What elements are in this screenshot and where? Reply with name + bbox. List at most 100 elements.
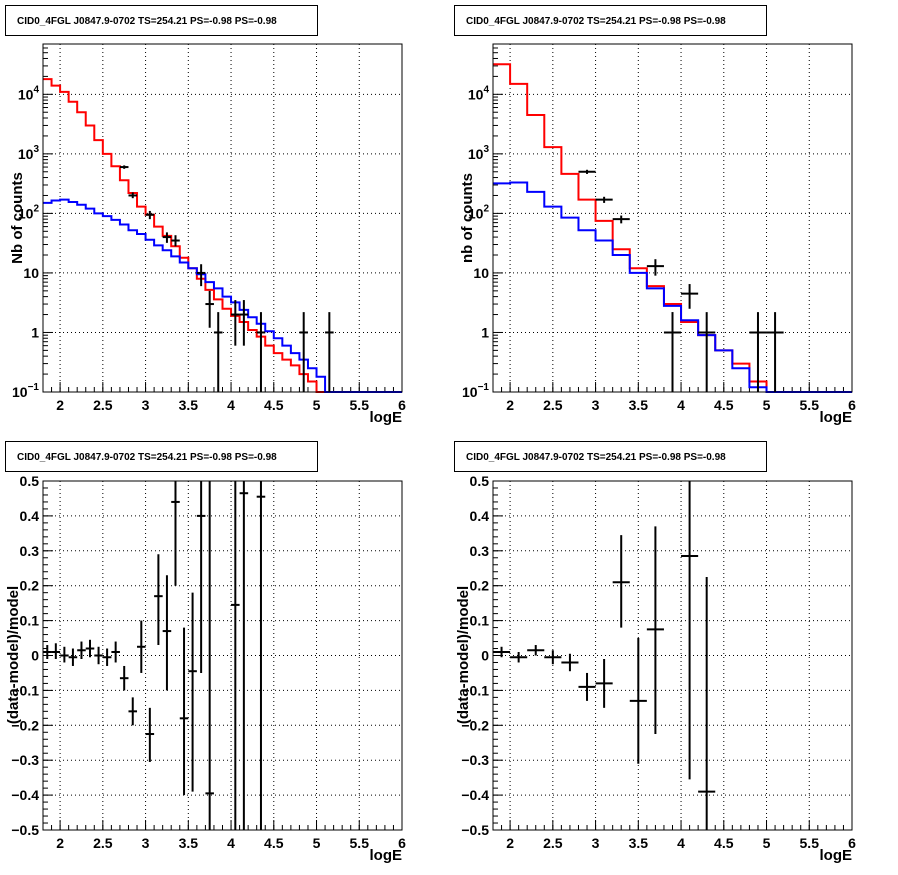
model-histogram-background	[43, 198, 402, 393]
data-point	[162, 232, 172, 243]
y-axis-label: nb of counts	[459, 173, 476, 263]
y-tick-label: 103	[18, 144, 40, 162]
chart-title: CID0_4FGL J0847.9-0702 TS=254.21 PS=-0.9…	[17, 452, 277, 463]
y-tick-label: 10−1	[462, 382, 489, 400]
y-tick-label-base: 0.3	[20, 543, 40, 559]
y-tick-label-base: 10	[18, 205, 34, 221]
data-point	[663, 312, 682, 392]
data-point	[510, 652, 528, 663]
x-tick-label: 3	[592, 397, 600, 413]
title-box	[454, 5, 767, 36]
y-tick-label-base: −0.5	[11, 822, 39, 838]
y-tick-label-base: 0.3	[470, 543, 490, 559]
data-point	[205, 481, 214, 830]
x-tick-label: 4	[677, 835, 685, 851]
y-tick-label-base: 10	[18, 146, 34, 162]
data-point	[256, 312, 266, 392]
data-point	[171, 235, 180, 247]
x-tick-label: 3.5	[629, 835, 649, 851]
data-point	[196, 264, 206, 287]
y-tick-label: −0.2	[461, 717, 489, 733]
chart-title: CID0_4FGL J0847.9-0702 TS=254.21 PS=-0.9…	[17, 16, 277, 27]
data-point	[145, 707, 155, 762]
data-point	[51, 643, 61, 659]
y-tick-label-base: 0	[481, 648, 489, 664]
y-tick-label: 0.2	[470, 578, 490, 594]
y-tick-label-base: 10	[473, 265, 489, 281]
x-tick-label: 2.5	[93, 835, 113, 851]
data-point	[578, 672, 596, 701]
x-tick-label: 2	[506, 835, 514, 851]
y-tick-label: 0.4	[470, 508, 490, 524]
x-axis-label: logE	[370, 409, 403, 426]
y-tick-label-base: −0.5	[461, 822, 489, 838]
y-tick-label: 0.5	[20, 473, 40, 489]
y-tick-label-exponent: 2	[483, 203, 489, 214]
y-tick-label-exponent: 3	[33, 144, 39, 155]
x-tick-label: 4.5	[264, 397, 284, 413]
y-tick-label: 102	[18, 203, 40, 221]
y-tick-label-base: 10	[468, 205, 484, 221]
x-tick-label: 3.5	[179, 835, 199, 851]
y-tick-label-base: 0.4	[470, 508, 490, 524]
plot-frame	[42, 43, 403, 393]
model-histogram-total	[493, 63, 852, 393]
data-point	[119, 665, 129, 691]
data-point	[299, 312, 308, 392]
y-tick-label: −0.1	[11, 682, 39, 698]
data-point	[646, 259, 664, 276]
y-tick-label: −0.2	[11, 717, 39, 733]
data-point	[162, 575, 172, 691]
x-tick-label: 4.5	[264, 835, 284, 851]
data-point	[681, 481, 699, 780]
x-tick-label: 3	[142, 397, 150, 413]
data-point	[578, 169, 596, 174]
x-tick-label: 3.5	[179, 397, 199, 413]
data-point	[119, 165, 129, 169]
y-tick-label-base: −0.3	[461, 752, 489, 768]
data-point	[128, 192, 138, 199]
y-tick-label-base: 10	[468, 86, 484, 102]
x-tick-label: 3	[592, 835, 600, 851]
y-tick-label: 0.1	[470, 613, 490, 629]
x-tick-label: 4	[227, 397, 235, 413]
data-point	[154, 554, 163, 646]
data-point	[561, 653, 579, 672]
y-tick-label: 0.5	[470, 473, 490, 489]
data-point	[94, 646, 103, 665]
x-tick-label: 2.5	[543, 397, 563, 413]
data-point	[527, 645, 545, 656]
y-axis-label: (data-model)/model	[5, 586, 22, 724]
data-point	[629, 638, 647, 764]
x-tick-label: 5	[313, 397, 321, 413]
title-box	[454, 441, 767, 472]
y-tick-label: −0.3	[461, 752, 489, 768]
y-tick-label: 1	[481, 324, 489, 340]
y-tick-label-base: 10	[18, 86, 34, 102]
y-tick-label: 103	[468, 144, 490, 162]
data-point	[205, 290, 214, 328]
x-tick-label: 6	[398, 835, 406, 851]
data-point	[111, 641, 120, 663]
title-box	[5, 5, 318, 36]
y-tick-label: 0.3	[20, 543, 40, 559]
data-point	[171, 481, 180, 586]
x-axis-label: logE	[820, 847, 853, 864]
y-tick-label-exponent: −1	[478, 382, 490, 393]
y-tick-label-base: −0.1	[461, 682, 489, 698]
y-tick-label-exponent: 2	[33, 203, 39, 214]
pad-top-right: CID0_4FGL J0847.9-0702 TS=254.21 PS=-0.9…	[454, 5, 856, 426]
pad-top-left: CID0_4FGL J0847.9-0702 TS=254.21 PS=-0.9…	[5, 5, 406, 426]
data-point	[612, 535, 630, 628]
data-point	[698, 312, 716, 392]
x-tick-label: 5.5	[800, 835, 820, 851]
x-tick-label: 2.5	[93, 397, 113, 413]
x-tick-label: 4.5	[714, 397, 734, 413]
y-tick-label-base: 10	[468, 146, 484, 162]
y-tick-label: 10	[473, 265, 489, 281]
y-tick-label: −0.1	[461, 682, 489, 698]
data-point	[681, 284, 699, 309]
data-point	[646, 526, 664, 735]
x-tick-label: 6	[848, 397, 856, 413]
